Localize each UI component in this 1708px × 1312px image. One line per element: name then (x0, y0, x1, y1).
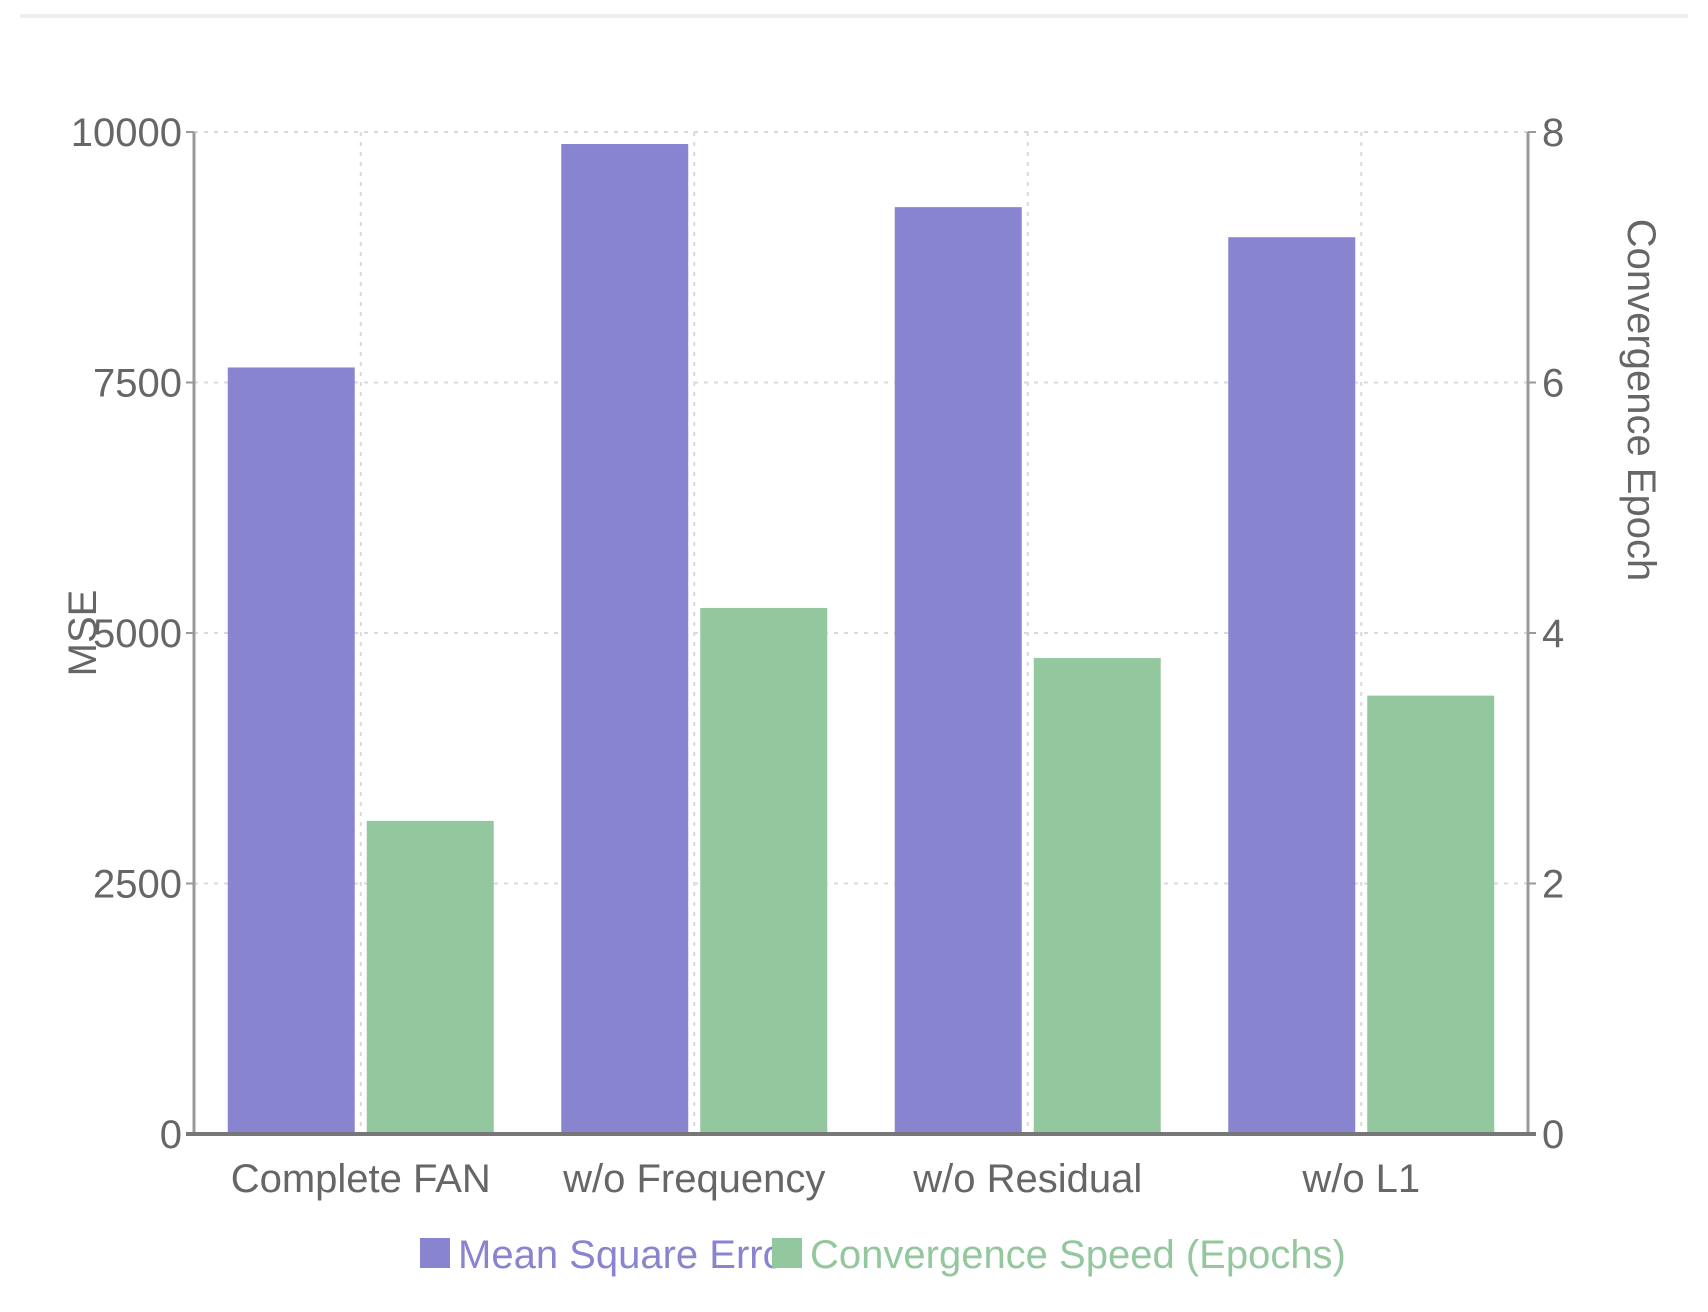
bar-mse (894, 207, 1022, 1134)
bar-mse (1228, 237, 1356, 1134)
legend-swatch (420, 1238, 450, 1268)
y-left-axis-title: MSE (61, 590, 105, 677)
x-tick-label: w/o Residual (912, 1157, 1142, 1201)
y-left-tick-label: 5000 (93, 612, 182, 656)
y-right-axis-title: Convergence Epoch (1619, 219, 1663, 581)
y-left-tick-label: 2500 (93, 863, 182, 907)
y-right-tick-label: 8 (1542, 111, 1564, 155)
legend-label: Convergence Speed (Epochs) (810, 1233, 1346, 1277)
x-tick-label: Complete FAN (231, 1157, 491, 1201)
legend-label: Mean Square Error (458, 1233, 798, 1277)
top-divider (20, 14, 1688, 18)
bar-convergence (366, 820, 494, 1134)
x-tick-label: w/o L1 (1301, 1157, 1420, 1201)
y-right-tick-label: 0 (1542, 1113, 1564, 1157)
legend-swatch (772, 1238, 802, 1268)
x-tick-label: w/o Frequency (562, 1157, 825, 1201)
bar-mse (227, 367, 355, 1135)
y-right-tick-label: 4 (1542, 612, 1564, 656)
bar-convergence (1033, 658, 1161, 1134)
bar-convergence (1367, 695, 1495, 1134)
y-left-tick-label: 10000 (71, 111, 182, 155)
y-left-tick-label: 7500 (93, 362, 182, 406)
bar-convergence (700, 607, 828, 1134)
y-right-tick-label: 6 (1542, 362, 1564, 406)
y-left-tick-label: 0 (160, 1113, 182, 1157)
bar-mse (561, 144, 689, 1135)
y-right-tick-label: 2 (1542, 863, 1564, 907)
